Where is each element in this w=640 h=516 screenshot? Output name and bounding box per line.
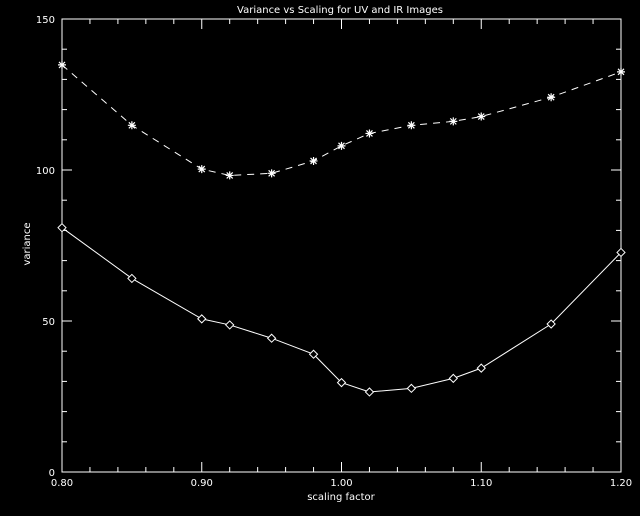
data-point-asterisk — [477, 112, 486, 121]
data-point-diamond — [266, 333, 277, 343]
data-point-diamond — [616, 247, 626, 258]
x-tick-labels: 0.80 0.90 1.00 1.10 1.20 — [51, 478, 632, 489]
data-point-asterisk — [225, 171, 234, 180]
x-tick-label: 0.90 — [191, 478, 213, 489]
data-point-diamond — [224, 320, 235, 330]
data-point-asterisk — [127, 121, 136, 130]
data-point-diamond — [336, 377, 347, 388]
data-point-asterisk — [449, 117, 458, 126]
data-point-diamond — [197, 314, 207, 324]
plot-frame — [61, 18, 622, 473]
data-point-diamond — [546, 319, 556, 329]
data-point-diamond — [127, 273, 137, 284]
data-point-diamond — [448, 373, 459, 384]
y-tick-label: 50 — [42, 317, 55, 328]
data-point-diamond — [406, 383, 417, 394]
data-point-diamond — [308, 349, 319, 359]
x-tick-label: 1.10 — [470, 478, 492, 489]
series-line-0 — [61, 64, 622, 176]
series-line-1 — [61, 227, 622, 393]
data-point-asterisk — [617, 67, 625, 76]
y-axis-label: variance — [22, 222, 33, 265]
data-point-asterisk — [337, 141, 346, 150]
x-tick-label: 0.80 — [51, 478, 73, 489]
data-point-diamond — [476, 363, 486, 373]
data-point-asterisk — [309, 156, 318, 165]
data-point-asterisk — [407, 121, 416, 130]
axis-ticks — [61, 18, 622, 473]
y-tick-labels: 0 50 100 150 — [36, 15, 55, 479]
series-group — [57, 60, 626, 397]
data-point-diamond — [57, 222, 67, 233]
data-point-asterisk — [58, 60, 66, 69]
x-tick-label: 1.00 — [330, 478, 352, 489]
x-axis-label: scaling factor — [307, 492, 375, 503]
data-point-asterisk — [197, 165, 206, 174]
y-tick-label: 0 — [49, 468, 55, 479]
x-tick-label: 1.20 — [610, 478, 632, 489]
data-point-asterisk — [547, 93, 556, 102]
data-point-diamond — [364, 387, 375, 397]
data-point-asterisk — [267, 169, 276, 178]
data-point-asterisk — [365, 129, 374, 138]
chart-title: Variance vs Scaling for UV and IR Images — [237, 5, 443, 16]
y-tick-label: 100 — [36, 166, 55, 177]
y-tick-label: 150 — [36, 15, 55, 26]
